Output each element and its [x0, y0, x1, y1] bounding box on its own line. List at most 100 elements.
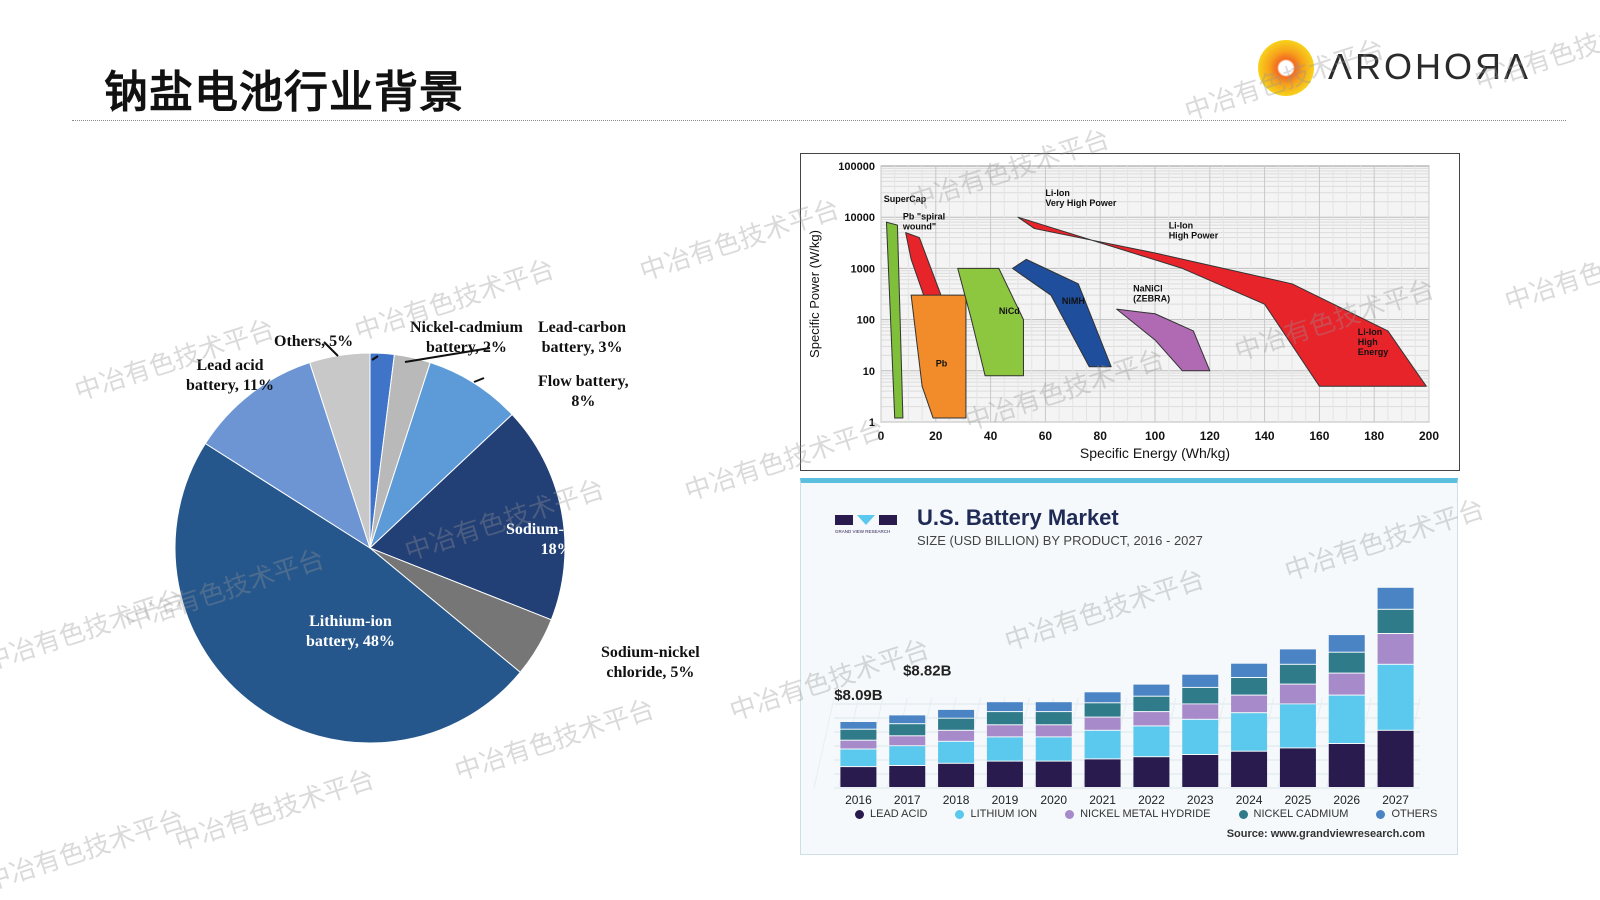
legend-item-others: OTHERS	[1376, 808, 1437, 820]
bar-segment-nickel-cadmium-2018	[938, 718, 975, 730]
bar-segment-lead-acid-2026	[1328, 744, 1365, 787]
pie-leader-line	[473, 377, 485, 383]
bar-segment-lead-acid-2018	[938, 763, 975, 787]
bar-segment-nickel-cadmium-2016	[840, 729, 877, 740]
bar-segment-nickel-metal-hydride-2021	[1084, 717, 1121, 730]
pie-label-line: battery, 48%	[306, 633, 395, 650]
sun-logo-icon	[1258, 40, 1314, 96]
ragone-xtick: 200	[1419, 429, 1439, 443]
pie-label-line: battery, 11%	[186, 377, 274, 394]
bar-segment-others-2027	[1377, 587, 1414, 609]
ragone-label-pb: Pb	[936, 359, 948, 369]
bar-segment-others-2021	[1084, 692, 1121, 703]
title-divider	[72, 120, 1566, 121]
bar-segment-nickel-metal-hydride-2018	[938, 730, 975, 741]
pie-label-line: Lead acid	[196, 357, 264, 374]
pie-label-lithium-ion-battery-48: Lithium-ion battery, 48%	[306, 612, 395, 652]
bar-segment-lead-acid-2027	[1377, 730, 1414, 787]
bar-xtick: 2016	[845, 793, 872, 807]
ragone-label-pb-spiral-wound: Pb "spiral wound"	[902, 212, 945, 232]
ragone-label-line: Li-Ion	[1045, 188, 1070, 198]
bar-xtick: 2020	[1040, 793, 1067, 807]
bar-annotation-2017: $8.82B	[903, 662, 952, 679]
pie-label-line: Others, 5%	[274, 333, 354, 350]
pie-label-line: battery, 3%	[541, 339, 623, 356]
ragone-xtick: 140	[1255, 429, 1275, 443]
pie-label-line: 18%	[540, 541, 573, 558]
ragone-label-supercap: SuperCap	[884, 194, 927, 204]
legend-item-lithium-ion: LITHIUM ION	[955, 808, 1037, 820]
legend-dot-icon	[1238, 809, 1248, 819]
bar-xtick: 2022	[1138, 793, 1165, 807]
bar-segment-others-2020	[1035, 702, 1072, 712]
bar-svg: 2016 $8.09B 2017 $8.82B 2018 2019 2020 2021 2022…	[813, 587, 1421, 807]
bar-segment-nickel-cadmium-2017	[889, 724, 926, 736]
legend-dot-icon	[1065, 809, 1075, 819]
ragone-label-li-ion-high-energy: Li-Ion High Energy	[1358, 327, 1389, 357]
pie-label-line: Flow battery,	[538, 373, 629, 390]
ragone-label-nanicl-zebra: NaNiCl (ZEBRA)	[1133, 284, 1170, 304]
ragone-xtick: 40	[984, 429, 998, 443]
bar-segment-lead-acid-2020	[1035, 761, 1072, 787]
bar-xtick: 2021	[1089, 793, 1116, 807]
ragone-xtick: 180	[1364, 429, 1384, 443]
pie-label-line: chloride, 5%	[606, 664, 695, 681]
legend-label: NICKEL CADMIUM	[1253, 808, 1349, 820]
bar-segment-lead-acid-2016	[840, 767, 877, 787]
bar-segment-lithium-ion-2022	[1133, 726, 1170, 757]
ragone-label-line: Li-Ion	[1169, 221, 1194, 231]
bar-segment-others-2024	[1231, 663, 1268, 677]
bar-segment-others-2023	[1182, 674, 1219, 687]
bar-segment-others-2025	[1279, 649, 1316, 664]
ragone-label-line: Li-Ion	[1358, 327, 1383, 337]
bar-xtick: 2018	[943, 793, 970, 807]
ragone-region-li-ion-very-high-power	[1017, 216, 1427, 387]
bar-segment-nickel-metal-hydride-2020	[1035, 725, 1072, 737]
bar-segment-nickel-metal-hydride-2026	[1328, 673, 1365, 695]
bar-segment-others-2016	[840, 722, 877, 729]
bar-xtick: 2017	[894, 793, 921, 807]
ragone-label-li-ion-very-high-power: Li-Ion Very High Power	[1045, 188, 1117, 208]
bar-segment-lead-acid-2024	[1231, 751, 1268, 787]
bar-xtick: 2025	[1285, 793, 1312, 807]
ragone-xtick: 0	[878, 429, 885, 443]
pie-label-line: battery, 2%	[426, 339, 507, 356]
bar-segment-lithium-ion-2024	[1231, 713, 1268, 751]
pie-label-line: Nickel-cadmium	[410, 319, 523, 336]
bar-segment-nickel-cadmium-2026	[1328, 652, 1365, 673]
ragone-svg: SuperCap Pb "spiral wound" Pb NiCd NiMH NaNiCl…	[807, 161, 1439, 461]
ragone-ytick: 100	[857, 315, 875, 327]
legend-dot-icon	[1376, 809, 1386, 819]
watermark-text: 中冶有色技术平台	[1501, 224, 1600, 318]
bar-segment-lead-acid-2022	[1133, 757, 1170, 787]
ragone-label-li-ion-high-power: Li-Ion High Power	[1169, 221, 1219, 241]
pie-label-flow-battery-8: Flow battery, 8%	[538, 372, 629, 412]
bar-segment-nickel-metal-hydride-2027	[1377, 634, 1414, 664]
bar-segment-nickel-cadmium-2019	[986, 712, 1023, 725]
bar-segment-others-2022	[1133, 684, 1170, 696]
bar-segment-lithium-ion-2027	[1377, 664, 1414, 730]
ragone-ytick: 1	[869, 417, 875, 429]
ragone-xtick: 80	[1094, 429, 1108, 443]
bar-segment-lithium-ion-2023	[1182, 719, 1219, 754]
bar-segment-lithium-ion-2020	[1035, 737, 1072, 761]
bar-segment-nickel-metal-hydride-2023	[1182, 704, 1219, 719]
legend-item-nickel-cadmium: NICKEL CADMIUM	[1238, 808, 1349, 820]
ragone-region-supercap	[885, 221, 904, 419]
ragone-xtick: 100	[1145, 429, 1165, 443]
ragone-chart-panel: SuperCap Pb "spiral wound" Pb NiCd NiMH NaNiCl…	[800, 153, 1460, 471]
pie-label-line: Sodium-sulfur,	[506, 521, 608, 538]
bar-segment-lithium-ion-2018	[938, 741, 975, 763]
bar-segment-nickel-cadmium-2022	[1133, 696, 1170, 712]
ragone-xtick: 160	[1309, 429, 1329, 443]
legend-dot-icon	[855, 809, 864, 819]
bar-segment-lead-acid-2023	[1182, 755, 1219, 787]
legend-label: OTHERS	[1391, 808, 1438, 820]
bar-segment-nickel-metal-hydride-2022	[1133, 712, 1170, 726]
ragone-ytick: 10000	[844, 212, 875, 224]
bar-segment-others-2026	[1328, 635, 1365, 652]
bar-segment-others-2019	[986, 702, 1023, 712]
ragone-label-line: SuperCap	[884, 194, 927, 204]
legend-item-lead-acid: LEAD ACID	[855, 808, 927, 820]
bar-segment-nickel-metal-hydride-2025	[1279, 684, 1316, 704]
